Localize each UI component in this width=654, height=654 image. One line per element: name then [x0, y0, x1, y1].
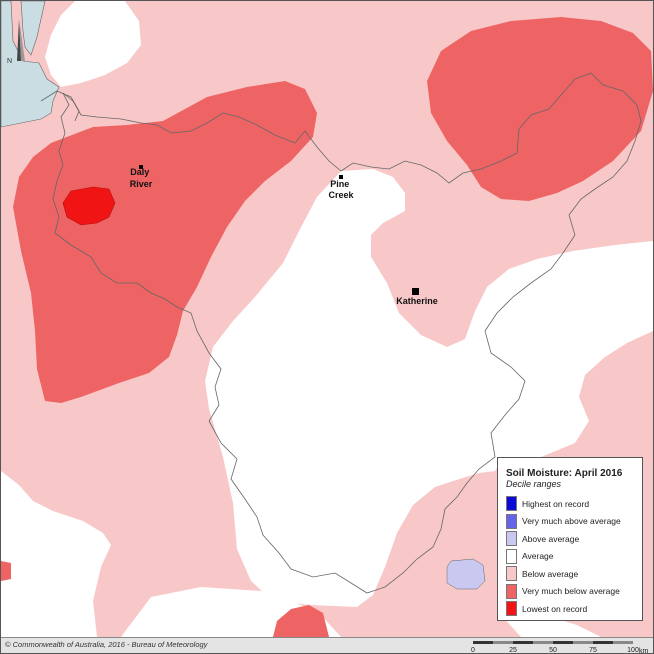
scale-tick-label: 25 — [509, 647, 517, 654]
town-label-line: Katherine — [396, 296, 438, 306]
average-region-northwest — [45, 1, 141, 87]
scale-segment — [573, 641, 593, 644]
legend-label: Below average — [522, 568, 579, 579]
average-region-central — [205, 169, 653, 607]
town-label-line: Daly — [130, 167, 149, 177]
town-label-line: River — [130, 179, 153, 189]
legend-label: Lowest on record — [522, 603, 588, 614]
north-arrow-letter: N — [7, 58, 12, 65]
legend: Soil Moisture: April 2016 Decile ranges … — [497, 457, 643, 621]
legend-swatch — [506, 513, 517, 529]
scale-unit: km — [639, 648, 649, 654]
region-boundary — [52, 72, 642, 594]
town-label-daly-river: Daly River — [130, 167, 153, 189]
scale-tick-label: 50 — [549, 647, 557, 654]
town-marker-pine-creek — [339, 175, 343, 179]
lowest-on-record-region — [62, 186, 116, 226]
legend-row: Lowest on record — [506, 600, 634, 618]
legend-row: Above average — [506, 530, 634, 548]
scale-segment — [593, 641, 613, 644]
scale-tick-label: 75 — [589, 647, 597, 654]
very-much-below-average-daly — [13, 81, 317, 403]
legend-label: Very much below average — [522, 586, 620, 597]
sea-area — [1, 1, 60, 128]
legend-items: Highest on record Very much above average… — [506, 495, 634, 618]
scale-ticks: 0 25 50 75 100 km — [471, 641, 649, 654]
coastline-boundary — [40, 90, 80, 122]
scale-segment — [473, 641, 493, 644]
copyright-text: © Commonwealth of Australia, 2016 - Bure… — [5, 640, 208, 649]
town-label-pine-creek: Pine Creek — [328, 179, 354, 200]
very-much-below-average-south — [273, 605, 329, 637]
legend-subtitle: Decile ranges — [506, 479, 562, 489]
average-region-southwest — [1, 471, 111, 637]
scale-segment — [493, 641, 513, 644]
legend-row: Highest on record — [506, 495, 634, 513]
scale-segment — [513, 641, 533, 644]
sea-inlet — [20, 1, 46, 56]
scale-segment — [533, 641, 553, 644]
scale-bar: 0 25 50 75 100 km — [471, 641, 649, 654]
above-average-region — [446, 558, 486, 590]
legend-row: Very much above average — [506, 513, 634, 531]
legend-row: Very much below average — [506, 583, 634, 601]
legend-label: Very much above average — [522, 516, 621, 527]
scale-tick-label: 100 — [627, 647, 639, 654]
legend-label: Average — [522, 551, 554, 562]
town-marker-daly-river — [139, 165, 143, 169]
legend-row: Below average — [506, 565, 634, 583]
very-much-below-average-east — [427, 17, 653, 201]
legend-label: Highest on record — [522, 498, 590, 509]
legend-swatch — [506, 566, 517, 582]
legend-title: Soil Moisture: April 2016 — [506, 468, 623, 479]
town-label-line: Creek — [328, 190, 354, 200]
town-marker-katherine — [412, 288, 419, 295]
town-label-katherine: Katherine — [396, 296, 438, 306]
legend-row: Average — [506, 548, 634, 566]
legend-swatch — [506, 601, 517, 617]
north-arrow: N — [7, 19, 25, 65]
footer-bar: © Commonwealth of Australia, 2016 - Bure… — [1, 637, 653, 654]
legend-swatch — [506, 548, 517, 564]
scale-tick-label: 0 — [471, 647, 475, 654]
scale-segment — [553, 641, 573, 644]
legend-swatch — [506, 496, 517, 512]
legend-swatch — [506, 531, 517, 547]
legend-label: Above average — [522, 533, 580, 544]
scale-segment — [613, 641, 633, 644]
legend-swatch — [506, 583, 517, 599]
town-label-line: Pine — [330, 179, 349, 189]
very-much-below-average-edge — [1, 561, 11, 581]
